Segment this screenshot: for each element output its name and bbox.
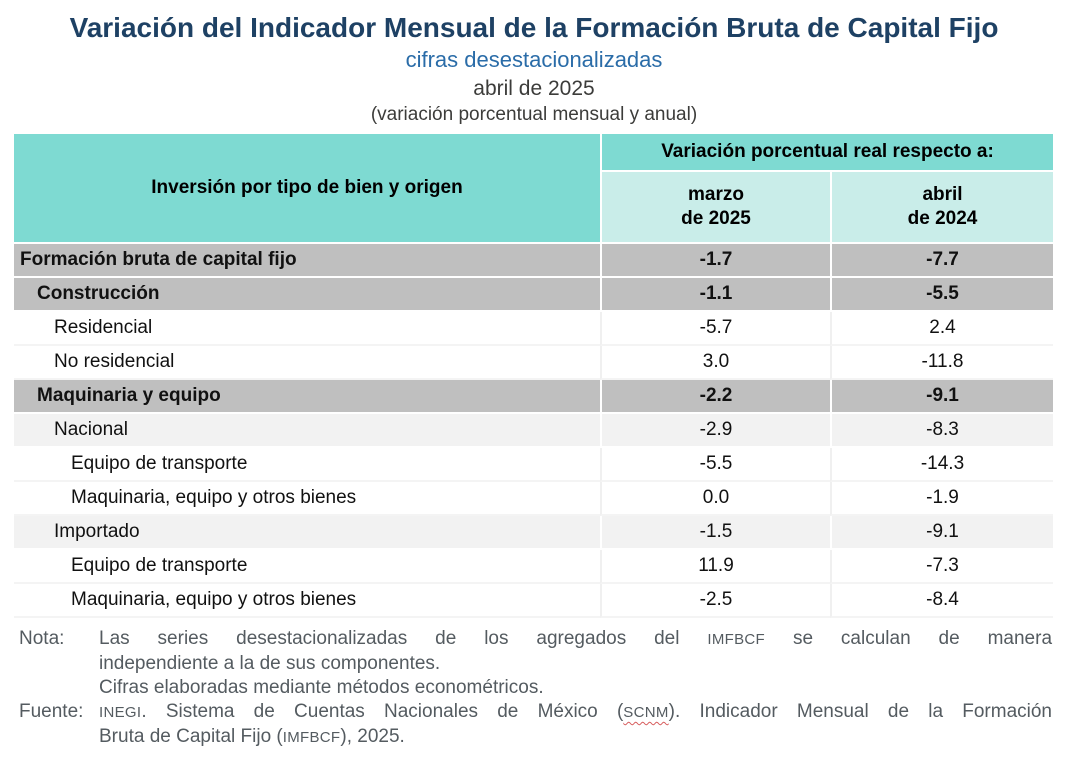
note-label: Nota: (19, 628, 65, 649)
value-abril: -9.1 (830, 380, 1054, 414)
values-group-header: Variación porcentual real respecto a: (600, 134, 1054, 172)
value-abril: -5.5 (830, 278, 1054, 312)
acronym-imfbcf: IMFBCF (282, 729, 341, 746)
stub-column-header: Inversión por tipo de bien y origen (14, 134, 600, 244)
row-label: Formación bruta de capital fijo (14, 244, 600, 278)
value-abril: -11.8 (830, 346, 1054, 380)
page-title: Variación del Indicador Mensual de la Fo… (69, 12, 999, 43)
source-body: INEGI. Sistema de Cuentas Nacionales de … (99, 700, 1052, 750)
row-label: No residencial (14, 346, 600, 380)
value-marzo: -5.5 (600, 448, 830, 482)
table-row: Equipo de transporte -5.5 -14.3 (14, 448, 1054, 482)
source-line-1: INEGI. Sistema de Cuentas Nacionales de … (99, 701, 1052, 722)
table-row: Maquinaria, equipo y otros bienes -2.5 -… (14, 584, 1054, 618)
row-label: Construcción (14, 278, 600, 312)
table-row: Maquinaria y equipo -2.2 -9.1 (14, 380, 1054, 414)
acronym-imfbcf: IMFBCF (707, 631, 766, 648)
value-abril: -1.9 (830, 482, 1054, 516)
row-label: Maquinaria, equipo y otros bienes (14, 482, 600, 516)
note-line-3: Cifras elaboradas mediante métodos econo… (99, 677, 544, 698)
source-line-2: Bruta de Capital Fijo (IMFBCF), 2025. (99, 726, 405, 747)
value-marzo: 0.0 (600, 482, 830, 516)
period-line: abril de 2025 (473, 77, 595, 100)
note: Nota: Las series desestacionalizadas de … (19, 627, 1052, 700)
table-row: Equipo de transporte 11.9 -7.3 (14, 550, 1054, 584)
data-table: Inversión por tipo de bien y origen Vari… (14, 134, 1054, 618)
value-abril: 2.4 (830, 312, 1054, 346)
note-line-2: independiente a la de sus componentes. (99, 653, 441, 674)
source-note: Fuente: INEGI. Sistema de Cuentas Nacion… (19, 700, 1052, 750)
table-body: Formación bruta de capital fijo -1.7 -7.… (14, 244, 1054, 618)
table-row: Nacional -2.9 -8.3 (14, 414, 1054, 448)
value-marzo: -1.7 (600, 244, 830, 278)
value-marzo: -5.7 (600, 312, 830, 346)
value-abril: -9.1 (830, 516, 1054, 550)
value-marzo: 11.9 (600, 550, 830, 584)
value-marzo: -2.2 (600, 380, 830, 414)
table-row: No residencial 3.0 -11.8 (14, 346, 1054, 380)
value-abril: -8.4 (830, 584, 1054, 618)
page: Variación del Indicador Mensual de la Fo… (0, 12, 1068, 774)
row-label: Importado (14, 516, 600, 550)
table-row: Maquinaria, equipo y otros bienes 0.0 -1… (14, 482, 1054, 516)
value-abril: -14.3 (830, 448, 1054, 482)
source-label: Fuente: (19, 701, 84, 722)
table-header: Inversión por tipo de bien y origen Vari… (14, 134, 1054, 244)
row-label: Equipo de transporte (14, 550, 600, 584)
col-header-abril-2024: abril de 2024 (830, 172, 1054, 244)
row-label: Maquinaria, equipo y otros bienes (14, 584, 600, 618)
table-row: Residencial -5.7 2.4 (14, 312, 1054, 346)
measure-line: (variación porcentual mensual y anual) (370, 104, 698, 125)
row-label: Residencial (14, 312, 600, 346)
col-header-marzo-2025: marzo de 2025 (600, 172, 830, 244)
acronym-inegi: INEGI (99, 704, 142, 721)
subtitle: cifras desestacionalizadas (405, 47, 663, 72)
table-row: Construcción -1.1 -5.5 (14, 278, 1054, 312)
note-body: Las series desestacionalizadas de los ag… (99, 627, 1052, 700)
value-abril: -7.3 (830, 550, 1054, 584)
value-marzo: -1.1 (600, 278, 830, 312)
row-label: Equipo de transporte (14, 448, 600, 482)
row-label: Nacional (14, 414, 600, 448)
table-row: Formación bruta de capital fijo -1.7 -7.… (14, 244, 1054, 278)
row-label: Maquinaria y equipo (14, 380, 600, 414)
value-marzo: -2.9 (600, 414, 830, 448)
value-marzo: -2.5 (600, 584, 830, 618)
value-marzo: 3.0 (600, 346, 830, 380)
value-marzo: -1.5 (600, 516, 830, 550)
acronym-scnm: SCNM (623, 704, 669, 721)
notes: Nota: Las series desestacionalizadas de … (19, 627, 1052, 750)
value-abril: -7.7 (830, 244, 1054, 278)
note-line-1: Las series desestacionalizadas de los ag… (99, 628, 1053, 649)
table-row: Importado -1.5 -9.1 (14, 516, 1054, 550)
value-abril: -8.3 (830, 414, 1054, 448)
